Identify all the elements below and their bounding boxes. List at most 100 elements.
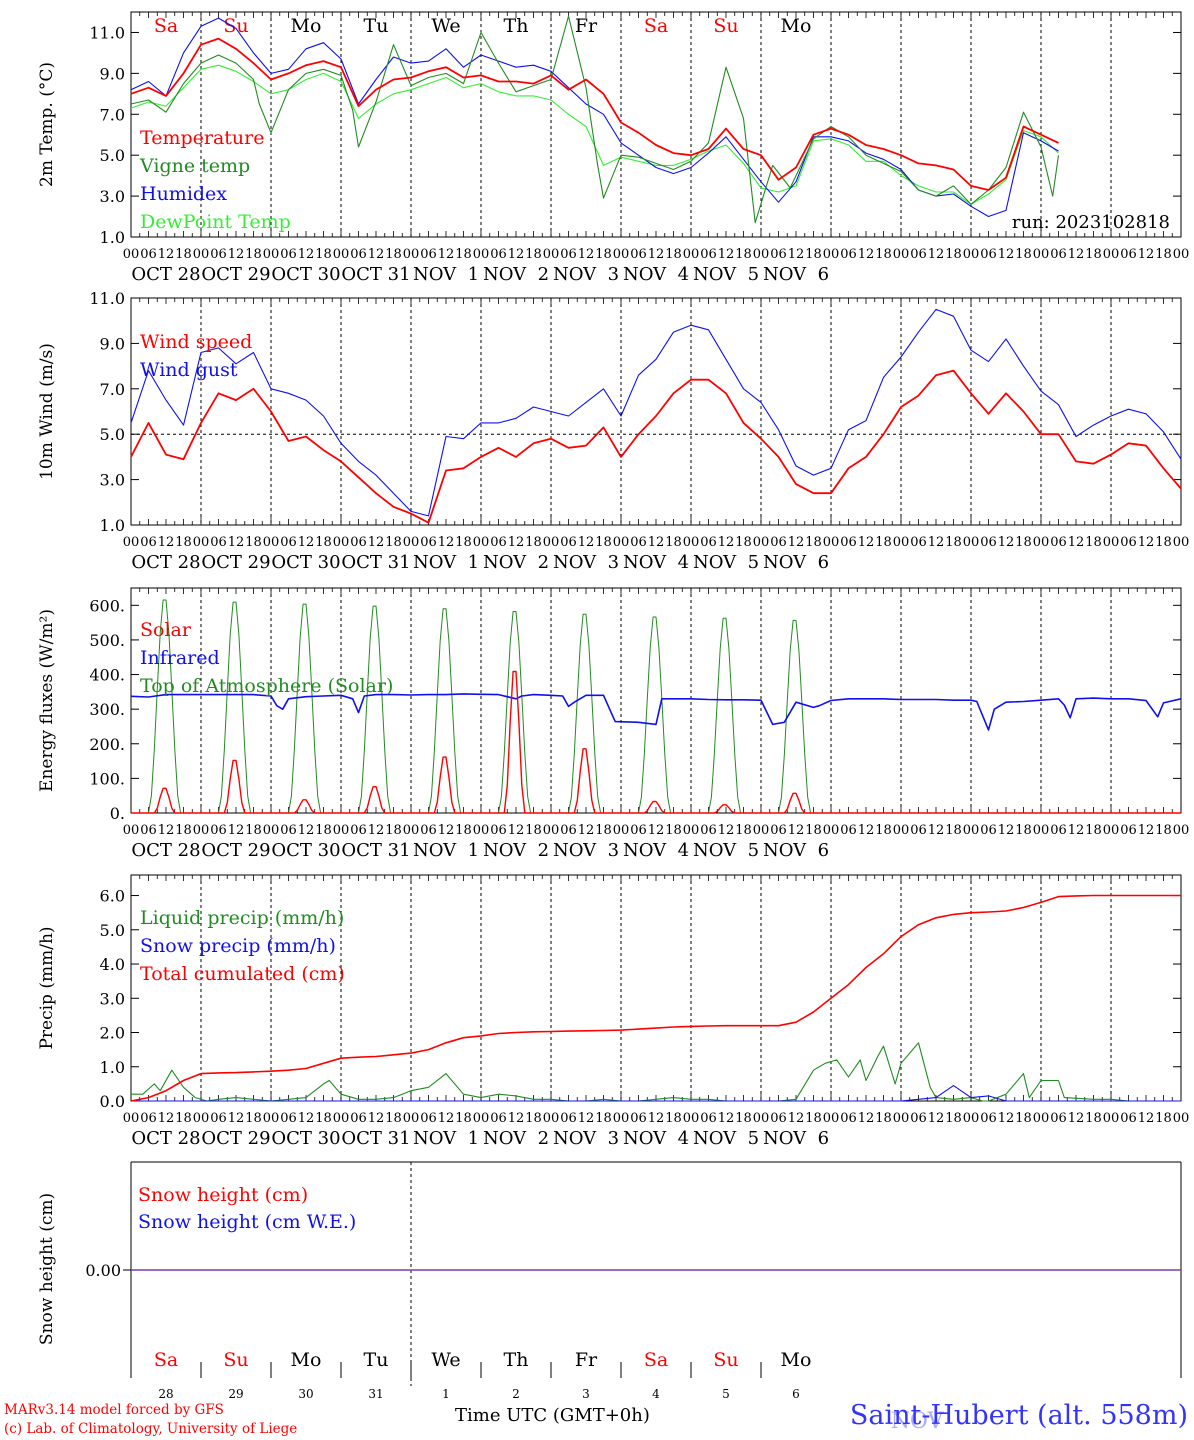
precip-hour-tick-label: 12 xyxy=(998,1111,1015,1126)
energy-hour-tick-label: 18 xyxy=(525,823,542,838)
precip-hour-tick-label: 00 xyxy=(823,1111,840,1126)
precip-hour-tick-label: 06 xyxy=(980,1111,997,1126)
temp-hour-tick-label: 12 xyxy=(858,247,875,262)
wind-hour-tick-label: 06 xyxy=(280,535,297,550)
wind-gust-line xyxy=(130,308,1182,517)
snow-day-number: 4 xyxy=(652,1387,660,1401)
energy-hour-tick-label: 00 xyxy=(613,823,630,838)
temp-hour-tick-label: 06 xyxy=(420,247,437,262)
temp-ytick-label: 3.0 xyxy=(100,187,125,206)
precip-date-label: NOV 1 xyxy=(413,1128,479,1149)
temp-hour-tick-label: 18 xyxy=(665,247,682,262)
temp-ytick-label: 11.0 xyxy=(89,23,125,42)
snow-weekday-label: We xyxy=(431,1349,460,1371)
energy-ytick-label: 600. xyxy=(89,596,125,615)
temp-hour-tick-label: 00 xyxy=(263,247,280,262)
energy-date-label: NOV 5 xyxy=(693,840,759,861)
wind-hour-tick-label: 12 xyxy=(928,535,945,550)
wind-hour-tick-label: 06 xyxy=(1120,535,1137,550)
wind-hour-tick-label: 00 xyxy=(1033,535,1050,550)
energy-legend-blue: Infrared xyxy=(140,647,220,669)
precip-hour-tick-label: 00 xyxy=(753,1111,770,1126)
energy-hour-tick-label: 12 xyxy=(928,823,945,838)
precip-hour-tick-label: 18 xyxy=(245,1111,262,1126)
temp-weekday-label: Sa xyxy=(644,15,668,37)
snow-weekday-label: Su xyxy=(223,1349,248,1371)
temp-ytick-label: 5.0 xyxy=(100,146,125,165)
snow-weekday-label: Sa xyxy=(154,1349,178,1371)
precip-ylabel: Precip (mm/h) xyxy=(37,926,57,1049)
wind-date-label: NOV 5 xyxy=(693,552,759,573)
energy-hour-tick-label: 06 xyxy=(840,823,857,838)
temp-weekday-label: Th xyxy=(504,15,529,37)
precip-hour-tick-label: 18 xyxy=(175,1111,192,1126)
precip-date-label: NOV 3 xyxy=(553,1128,619,1149)
precip-hour-tick-label: 06 xyxy=(420,1111,437,1126)
wind-hour-tick-label: 06 xyxy=(490,535,507,550)
energy-date-label: OCT 30 xyxy=(271,840,340,861)
wind-hour-tick-label: 12 xyxy=(228,535,245,550)
precip-legend-blue: Snow precip (mm/h) xyxy=(140,935,336,957)
temp-hour-tick-label: 12 xyxy=(298,247,315,262)
temp-hour-tick-label: 00 xyxy=(963,247,980,262)
wind-hour-tick-label: 00 xyxy=(1103,535,1120,550)
energy-hour-tick-label: 18 xyxy=(385,823,402,838)
precip-hour-tick-label: 06 xyxy=(700,1111,717,1126)
temp-weekday-label: Sa xyxy=(154,15,178,37)
wind-hour-tick-label: 06 xyxy=(910,535,927,550)
wind-hour-tick-label: 06 xyxy=(1050,535,1067,550)
precip-ytick-label: 0.0 xyxy=(100,1092,125,1111)
energy-hour-tick-label: 18 xyxy=(175,823,192,838)
temp-date-label: OCT 29 xyxy=(201,264,270,285)
temp-hour-tick-label: 00 xyxy=(753,247,770,262)
precip-hour-tick-label: 12 xyxy=(158,1111,175,1126)
energy-hour-tick-label: 12 xyxy=(438,823,455,838)
energy-hour-tick-label: 18 xyxy=(875,823,892,838)
toa-solar-line xyxy=(131,599,1181,814)
energy-date-label: NOV 4 xyxy=(623,840,689,861)
temp-hour-tick-label: 18 xyxy=(595,247,612,262)
temp-weekday-label: Mo xyxy=(291,15,322,37)
precip-hour-tick-label: 06 xyxy=(840,1111,857,1126)
energy-hour-tick-label: 00 xyxy=(893,823,910,838)
precip-hour-tick-label: 06 xyxy=(1050,1111,1067,1126)
temp-date-label: OCT 28 xyxy=(131,264,200,285)
wind-date-label: OCT 30 xyxy=(271,552,340,573)
snow-ytick-label: 0.00 xyxy=(85,1261,121,1280)
temp-hour-tick-label: 00 xyxy=(403,247,420,262)
energy-ytick-label: 0. xyxy=(110,804,125,823)
cumulated-precip-line xyxy=(130,894,1181,1102)
wind-hour-tick-label: 06 xyxy=(210,535,227,550)
precip-hour-tick-label: 06 xyxy=(490,1111,507,1126)
energy-ytick-label: 200. xyxy=(89,735,125,754)
snow-legend-blue: Snow height (cm W.E.) xyxy=(138,1211,356,1233)
temp-hour-tick-label: 00 xyxy=(823,247,840,262)
wind-speed-line xyxy=(130,369,1182,524)
temp-legend-lightgreen: DewPoint Temp xyxy=(140,211,291,233)
snow-legend-red: Snow height (cm) xyxy=(138,1184,308,1206)
temp-hour-tick-label: 18 xyxy=(1085,247,1102,262)
wind-hour-tick-label: 18 xyxy=(1015,535,1032,550)
temp-ytick-label: 7.0 xyxy=(100,105,125,124)
precip-hour-tick-label: 12 xyxy=(298,1111,315,1126)
wind-hour-tick-label: 12 xyxy=(1138,535,1155,550)
energy-legend-red: Solar xyxy=(140,619,192,641)
temp-hour-tick-label: 00 xyxy=(193,247,210,262)
precip-hour-tick-label: 00 xyxy=(1103,1111,1120,1126)
precip-hour-tick-label: 18 xyxy=(735,1111,752,1126)
wind-hour-tick-label: 00 xyxy=(823,535,840,550)
snow-day-number: 31 xyxy=(368,1387,383,1401)
precip-hour-tick-label: 00 xyxy=(193,1111,210,1126)
wind-hour-tick-label: 18 xyxy=(385,535,402,550)
temp-hour-tick-label: 06 xyxy=(560,247,577,262)
wind-date-label: OCT 31 xyxy=(341,552,410,573)
temp-hour-tick-label: 00 xyxy=(123,247,140,262)
energy-ytick-label: 500. xyxy=(89,631,125,650)
wind-legend-blue: Wind gust xyxy=(140,359,238,381)
energy-hour-tick-label: 12 xyxy=(648,823,665,838)
temp-hour-tick-label: 12 xyxy=(928,247,945,262)
wind-ytick-label: 5.0 xyxy=(100,425,125,444)
precip-hour-tick-label: 18 xyxy=(315,1111,332,1126)
energy-hour-tick-label: 12 xyxy=(998,823,1015,838)
energy-hour-tick-label: 12 xyxy=(858,823,875,838)
